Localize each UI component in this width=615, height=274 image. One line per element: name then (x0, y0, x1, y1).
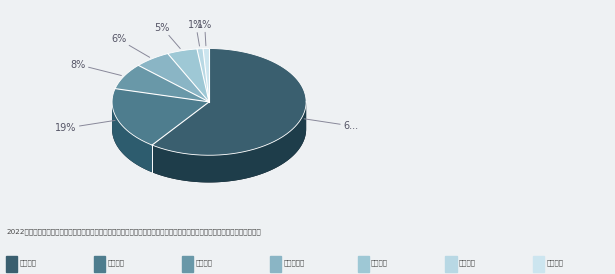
Bar (357, 256, 368, 272)
Text: 赛事举办: 赛事举办 (371, 260, 388, 266)
Text: 19%: 19% (55, 120, 115, 133)
Polygon shape (152, 102, 306, 182)
Text: 俱乐部运营: 俱乐部运营 (284, 260, 304, 266)
Bar (94, 256, 105, 272)
Bar (6, 256, 17, 272)
Polygon shape (197, 48, 209, 102)
Polygon shape (112, 102, 306, 182)
Text: 电竞直播: 电竞直播 (108, 260, 124, 266)
Text: 5%: 5% (154, 22, 180, 48)
Bar (182, 256, 193, 272)
Polygon shape (168, 49, 209, 102)
Bar (270, 256, 281, 272)
Text: 1%: 1% (197, 19, 212, 46)
Polygon shape (115, 65, 209, 102)
Text: 电竞教育: 电竞教育 (459, 260, 476, 266)
Text: 6%: 6% (111, 34, 149, 57)
Polygon shape (152, 48, 306, 155)
Text: 游戏研发: 游戏研发 (196, 260, 212, 266)
Polygon shape (112, 102, 152, 172)
Polygon shape (138, 54, 209, 102)
Text: 设备制造: 设备制造 (547, 260, 564, 266)
Text: 6...: 6... (304, 119, 358, 131)
Bar (533, 256, 544, 272)
Bar (445, 256, 456, 272)
Polygon shape (112, 89, 209, 145)
Text: 1%: 1% (188, 20, 204, 46)
Text: 游戏收入: 游戏收入 (20, 260, 37, 266)
Text: 8%: 8% (71, 60, 121, 76)
Polygon shape (203, 48, 209, 102)
Text: 2022年四川电竞产业收入构成比例（游戏收入、电竞直播、游戏研发、赛事举办、俱乐部运营、电竞教育、设备制造各占比例）: 2022年四川电竞产业收入构成比例（游戏收入、电竞直播、游戏研发、赛事举办、俱乐… (6, 229, 261, 235)
